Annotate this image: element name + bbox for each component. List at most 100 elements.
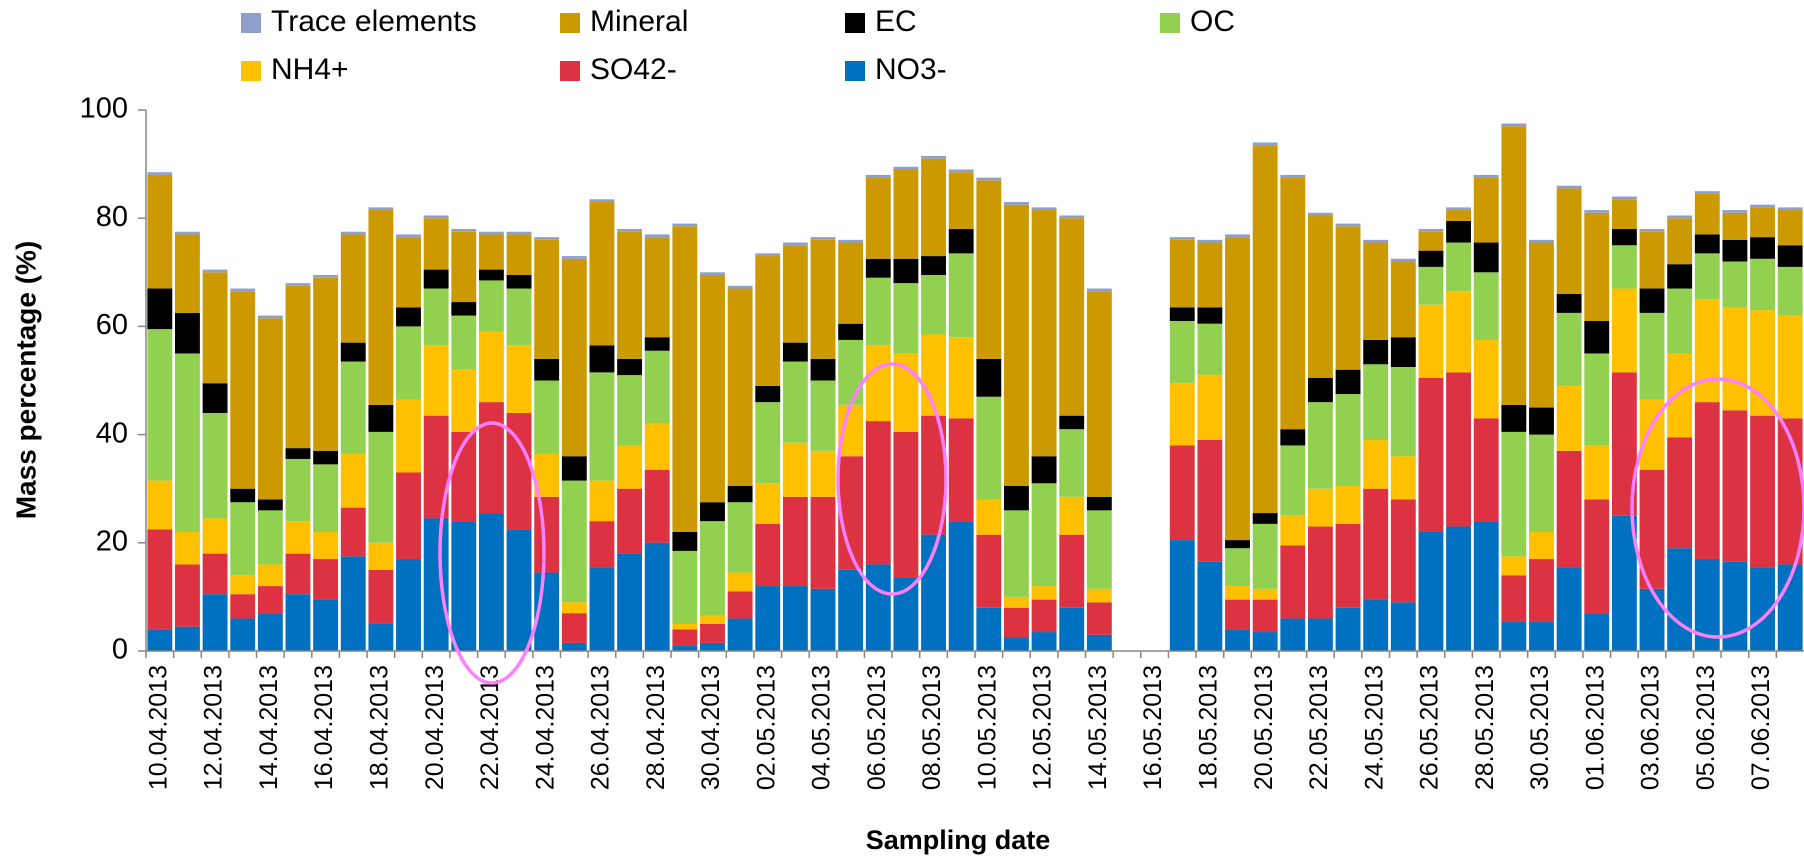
bar-segment: [589, 345, 615, 373]
bar-segment: [1031, 586, 1057, 600]
bar-segment: [948, 253, 974, 338]
x-axis-title: Sampling date: [866, 825, 1051, 855]
bar-segment: [1446, 207, 1472, 211]
bar-segment: [1307, 212, 1333, 216]
bar-segment: [810, 496, 836, 589]
bar-segment: [257, 499, 283, 511]
bar-segment: [451, 229, 477, 232]
bar-segment: [368, 404, 394, 432]
x-tick-label: 26.04.2013: [587, 665, 615, 790]
bar-segment: [1086, 288, 1112, 292]
bar-segment: [1307, 377, 1333, 403]
bar-segment: [1418, 304, 1444, 378]
bar-segment: [1584, 499, 1610, 614]
bar-segment: [893, 283, 919, 354]
bar-segment: [1059, 607, 1085, 651]
bar-segment: [1639, 588, 1665, 651]
bar-segment: [1529, 559, 1554, 622]
bar-segment: [589, 201, 615, 346]
bar-segment: [1418, 377, 1444, 532]
bar-segment: [340, 507, 366, 557]
bar-segment: [285, 594, 311, 651]
bar-segment: [1722, 239, 1748, 262]
bar-segment: [1694, 191, 1720, 194]
bar-segment: [1197, 440, 1223, 562]
bar-segment: [1473, 418, 1499, 522]
bar-segment: [1529, 239, 1554, 243]
ellipse: [1630, 377, 1804, 639]
bar-segment: [285, 285, 311, 449]
bar-segment: [838, 323, 864, 340]
bar-segment: [1225, 629, 1250, 651]
bar-segment: [534, 237, 560, 240]
bar-segment: [1722, 261, 1748, 308]
bar-segment: [700, 275, 725, 503]
bar-segment: [976, 499, 1002, 535]
bar-segment: [782, 442, 808, 497]
bar-segment: [1363, 440, 1389, 489]
legend-swatch: [845, 61, 865, 81]
bar-segment: [175, 231, 200, 235]
bar-segment: [1694, 193, 1720, 235]
bar-segment: [1390, 258, 1416, 262]
bar-segment: [1197, 323, 1223, 376]
x-tick-label: 18.05.2013: [1194, 665, 1222, 790]
bar-segment: [617, 375, 643, 446]
bar-segment: [1335, 607, 1361, 651]
bar-segment: [1446, 526, 1472, 651]
bar-segment: [1501, 123, 1527, 127]
bar-segment: [1777, 245, 1803, 267]
y-tick-label: 60: [96, 309, 128, 341]
bar-segment: [1086, 496, 1112, 511]
bar-segment: [1529, 434, 1554, 532]
bar-segment: [534, 380, 560, 454]
bar-segment: [1197, 375, 1223, 441]
bar-segment: [976, 180, 1002, 359]
bar-segment: [396, 326, 421, 400]
bar-segment: [700, 521, 725, 616]
bar-segment: [1004, 510, 1029, 597]
bar-segment: [368, 207, 394, 211]
bar-segment: [1750, 237, 1775, 259]
bar-segment: [1169, 383, 1195, 446]
x-tick-label: 16.05.2013: [1139, 665, 1167, 790]
bar-segment: [1004, 637, 1029, 651]
bar-segment: [617, 229, 643, 232]
bar-segment: [1667, 288, 1693, 354]
bar-segment: [1667, 353, 1693, 438]
bar-segment: [423, 288, 449, 346]
bar-segment: [755, 483, 781, 524]
legend-label: NH4+: [271, 53, 349, 86]
bar-segment: [368, 623, 394, 651]
bar-segment: [1363, 364, 1389, 441]
bar-segment: [1363, 488, 1389, 600]
bar-segment: [617, 445, 643, 489]
bar-segment: [948, 172, 974, 230]
bar-segment: [1390, 261, 1416, 338]
legend-swatch: [845, 13, 865, 33]
bar-segment: [1307, 402, 1333, 489]
bar-segment: [1694, 253, 1720, 300]
bar-segment: [1556, 188, 1582, 294]
bar-segment: [617, 553, 643, 651]
bar-segment: [727, 591, 753, 619]
bar-segment: [644, 337, 670, 351]
bar-segment: [1335, 523, 1361, 608]
bar-segment: [838, 239, 864, 243]
bar-segment: [1722, 307, 1748, 411]
bar-segment: [589, 567, 615, 651]
x-tick-label: 30.05.2013: [1526, 665, 1554, 790]
bar-segment: [755, 402, 781, 484]
bar-segment: [1777, 315, 1803, 419]
bar-segment: [1280, 618, 1306, 651]
bar-segment: [865, 564, 891, 651]
bar-segment: [755, 523, 781, 587]
bar-segment: [1169, 237, 1195, 240]
ellipse: [438, 421, 546, 685]
bar-segment: [727, 618, 753, 651]
bar-segment: [1446, 291, 1472, 373]
bar-segment: [1004, 596, 1029, 608]
x-tick-label: 24.05.2013: [1360, 665, 1388, 790]
bar-segment: [506, 234, 532, 276]
